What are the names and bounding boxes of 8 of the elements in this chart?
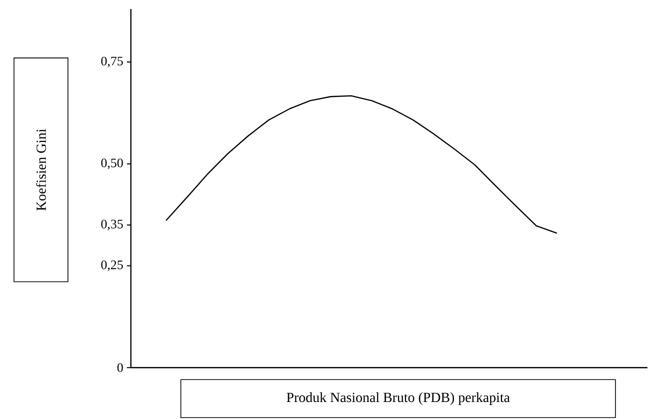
x-axis-title: Produk Nasional Bruto (PDB) perkapita xyxy=(286,392,510,406)
y-tick-label: 0,35 xyxy=(101,220,123,231)
y-tick-label: 0 xyxy=(117,363,123,372)
y-tick-label: 0,50 xyxy=(101,158,123,170)
y-axis-title: Koefisien Gini xyxy=(36,129,46,211)
y-tick-label: 0,75 xyxy=(101,56,123,68)
line-series xyxy=(165,95,558,234)
y-tick-label: 0,25 xyxy=(101,260,123,272)
